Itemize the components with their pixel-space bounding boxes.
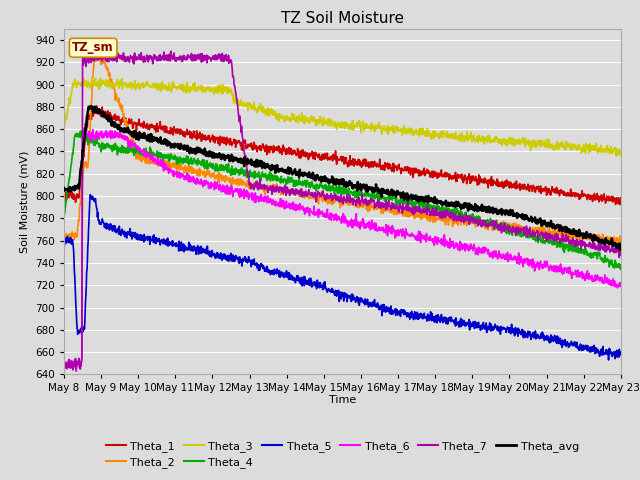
Text: TZ_sm: TZ_sm [72,41,114,54]
Title: TZ Soil Moisture: TZ Soil Moisture [281,11,404,26]
X-axis label: Time: Time [329,395,356,405]
Y-axis label: Soil Moisture (mV): Soil Moisture (mV) [20,150,29,253]
Legend: Theta_1, Theta_2, Theta_3, Theta_4, Theta_5, Theta_6, Theta_7, Theta_avg: Theta_1, Theta_2, Theta_3, Theta_4, Thet… [102,436,583,472]
